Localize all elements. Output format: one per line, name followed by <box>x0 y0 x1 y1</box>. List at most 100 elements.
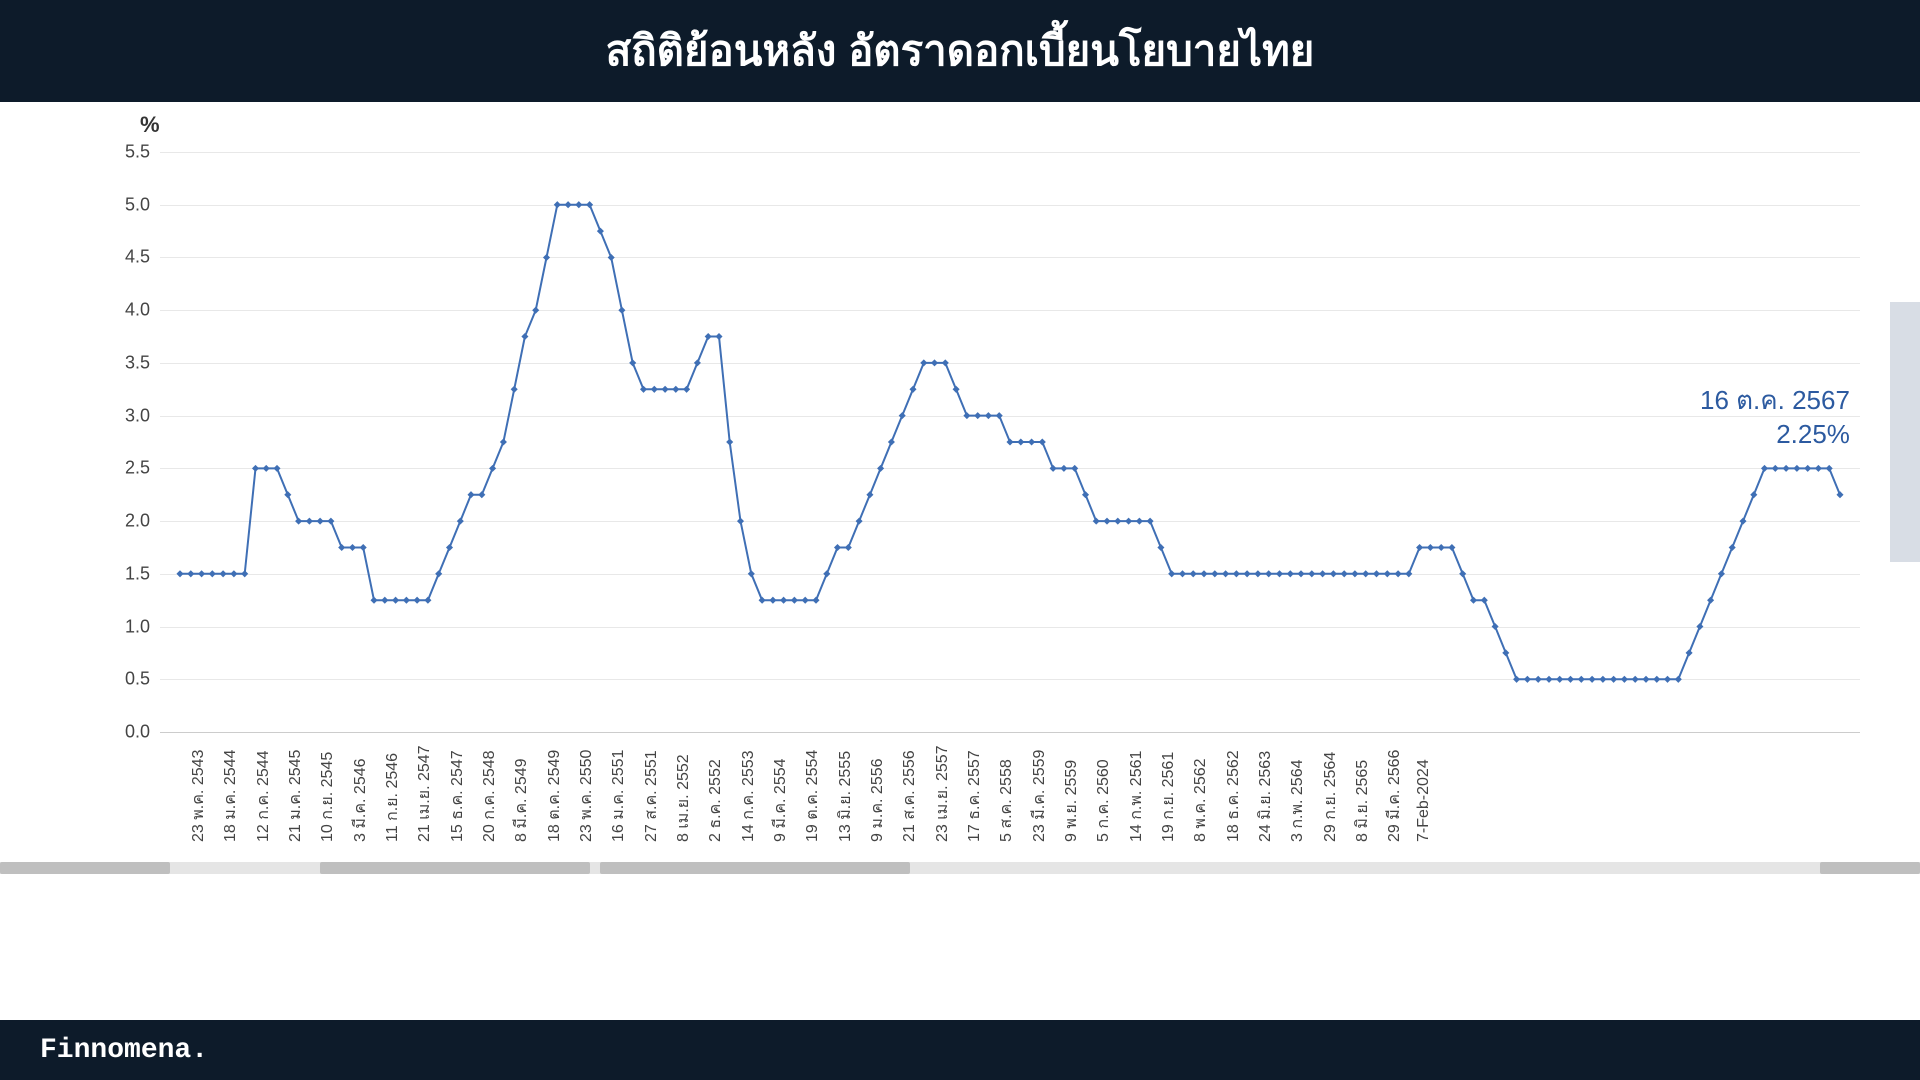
x-tick-label: 8 มี.ค. 2549 <box>509 758 534 842</box>
chart-marker <box>1265 570 1272 577</box>
chart-marker <box>963 412 970 419</box>
scroll-thumb[interactable] <box>600 862 910 874</box>
x-tick-label: 17 ธ.ค. 2557 <box>962 750 987 842</box>
horizontal-scroll-track[interactable] <box>0 862 1920 874</box>
chart-marker <box>629 359 636 366</box>
y-tick-label: 2.5 <box>110 458 150 479</box>
chart-marker <box>1416 544 1423 551</box>
chart-marker <box>845 544 852 551</box>
chart-marker <box>306 518 313 525</box>
chart-marker <box>974 412 981 419</box>
chart-marker <box>877 465 884 472</box>
chart-marker <box>985 412 992 419</box>
chart-marker <box>1200 570 1207 577</box>
chart-marker <box>1147 518 1154 525</box>
chart-marker <box>403 597 410 604</box>
chart-marker <box>1384 570 1391 577</box>
chart-marker <box>1233 570 1240 577</box>
chart-marker <box>715 333 722 340</box>
chart-marker <box>1502 649 1509 656</box>
chart-marker <box>899 412 906 419</box>
chart-marker <box>780 597 787 604</box>
chart-marker <box>1211 570 1218 577</box>
chart-marker <box>1739 518 1746 525</box>
x-tick-label: 9 มี.ค. 2554 <box>768 758 793 842</box>
x-tick-label: 5 ก.ค. 2560 <box>1091 759 1116 842</box>
x-tick-label: 9 ม.ค. 2556 <box>865 758 890 842</box>
y-tick-label: 5.5 <box>110 142 150 163</box>
chart-marker <box>953 386 960 393</box>
chart-marker <box>834 544 841 551</box>
chart-marker <box>1157 544 1164 551</box>
chart-marker <box>651 386 658 393</box>
chart-marker <box>812 597 819 604</box>
chart-marker <box>1103 518 1110 525</box>
chart-marker <box>1006 438 1013 445</box>
chart-marker <box>1610 676 1617 683</box>
x-tick-label: 19 ก.ย. 2561 <box>1156 752 1181 842</box>
chart-marker <box>1373 570 1380 577</box>
chart-marker <box>996 412 1003 419</box>
chart-marker <box>575 201 582 208</box>
chart-marker <box>737 518 744 525</box>
chart-marker <box>1535 676 1542 683</box>
x-tick-label: 18 ธ.ค. 2562 <box>1221 750 1246 842</box>
chart-marker <box>1427 544 1434 551</box>
chart-marker <box>1244 570 1251 577</box>
chart-marker <box>942 359 949 366</box>
chart-marker <box>640 386 647 393</box>
chart-marker <box>435 570 442 577</box>
chart-marker <box>1686 649 1693 656</box>
chart-marker <box>683 386 690 393</box>
latest-value-annotation: 16 ต.ค. 2567 2.25% <box>1700 384 1850 452</box>
chart-marker <box>252 465 259 472</box>
chart-marker <box>1114 518 1121 525</box>
chart-marker <box>1642 676 1649 683</box>
chart-marker <box>511 386 518 393</box>
x-tick-label: 21 ม.ค. 2545 <box>283 750 308 842</box>
chart-marker <box>1696 623 1703 630</box>
chart-marker <box>1448 544 1455 551</box>
chart-marker <box>370 597 377 604</box>
line-chart-svg <box>160 152 1860 732</box>
x-tick-label: 9 พ.ย. 2559 <box>1059 760 1084 842</box>
chart-marker <box>586 201 593 208</box>
chart-marker <box>597 228 604 235</box>
chart-marker <box>1276 570 1283 577</box>
chart-marker <box>608 254 615 261</box>
y-tick-label: 5.0 <box>110 194 150 215</box>
chart-marker <box>532 307 539 314</box>
chart-marker <box>220 570 227 577</box>
chart-marker <box>1653 676 1660 683</box>
chart-marker <box>1578 676 1585 683</box>
scroll-thumb[interactable] <box>1820 862 1920 874</box>
chart-marker <box>478 491 485 498</box>
chart-marker <box>414 597 421 604</box>
x-tick-label: 3 มี.ค. 2546 <box>348 758 373 842</box>
chart-marker <box>1707 597 1714 604</box>
x-tick-label: 20 ก.ค. 2548 <box>477 750 502 842</box>
chart-marker <box>392 597 399 604</box>
x-tick-label: 14 ก.ค. 2553 <box>736 750 761 842</box>
chart-marker <box>1589 676 1596 683</box>
chart-marker <box>446 544 453 551</box>
chart-marker <box>1761 465 1768 472</box>
chart-marker <box>1330 570 1337 577</box>
chart-marker <box>1395 570 1402 577</box>
chart-marker <box>424 597 431 604</box>
chart-marker <box>1826 465 1833 472</box>
chart-marker <box>1093 518 1100 525</box>
chart-marker <box>1815 465 1822 472</box>
chart-marker <box>1190 570 1197 577</box>
chart-marker <box>759 597 766 604</box>
chart-marker <box>500 438 507 445</box>
scroll-thumb[interactable] <box>320 862 590 874</box>
scroll-thumb[interactable] <box>0 862 170 874</box>
chart-marker <box>1028 438 1035 445</box>
chart-marker <box>1632 676 1639 683</box>
chart-marker <box>1470 597 1477 604</box>
chart-marker <box>295 518 302 525</box>
chart-marker <box>1793 465 1800 472</box>
x-tick-label: 18 ต.ค. 2549 <box>542 750 567 842</box>
x-tick-label: 8 พ.ค. 2562 <box>1188 758 1213 842</box>
